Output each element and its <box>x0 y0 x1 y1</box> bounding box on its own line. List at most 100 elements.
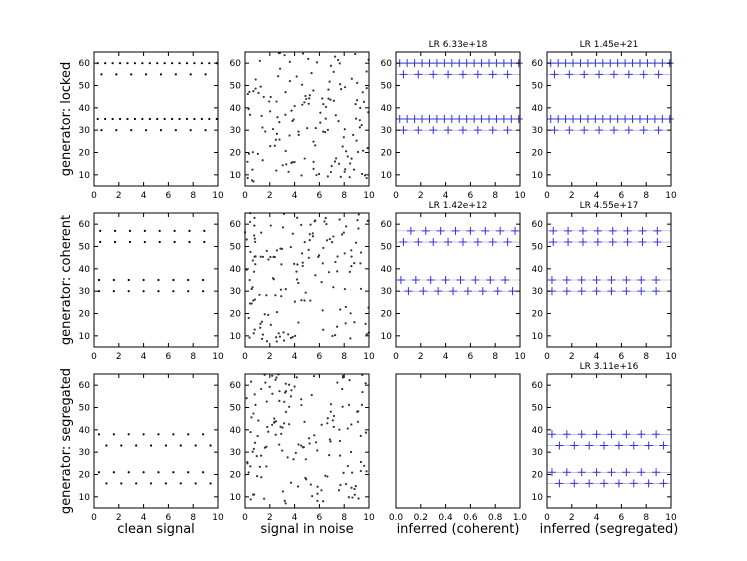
noise-point <box>258 293 261 296</box>
y-tick-label: 40 <box>230 265 242 275</box>
noise-point <box>292 458 295 461</box>
noise-point <box>297 443 300 446</box>
noise-point <box>261 333 265 336</box>
noise-point <box>339 308 342 311</box>
data-point <box>158 240 161 244</box>
noise-point <box>359 460 363 464</box>
y-tick-label: 20 <box>532 149 544 159</box>
inferred-point <box>591 59 600 68</box>
inferred-point <box>485 115 493 123</box>
y-tick-label: 20 <box>381 310 393 320</box>
noise-point <box>250 380 253 383</box>
noise-point <box>342 136 345 139</box>
noise-point <box>268 100 271 103</box>
panel-frame <box>93 373 219 509</box>
inferred-point <box>470 115 479 123</box>
y-tick-label: 50 <box>532 404 544 414</box>
data-point <box>203 240 206 244</box>
x-tick-label: 4 <box>594 352 600 362</box>
x-tick-label: 10 <box>665 191 677 201</box>
noise-point <box>344 322 347 325</box>
noise-point <box>264 130 267 133</box>
noise-point <box>273 420 276 423</box>
noise-point <box>314 219 317 222</box>
noise-point <box>305 478 308 481</box>
noise-point <box>260 337 264 340</box>
data-point <box>133 62 137 65</box>
noise-point <box>284 410 288 414</box>
data-point <box>111 117 114 121</box>
y-tick-label: 40 <box>230 426 242 436</box>
x-tick-label: 10 <box>363 513 375 523</box>
x-tick-label: 0.2 <box>414 513 428 523</box>
y-tick-label: 40 <box>532 104 544 114</box>
inferred-point <box>562 276 571 284</box>
y-tick-label: 60 <box>532 220 544 230</box>
noise-point <box>247 107 250 111</box>
x-tick-label: 4 <box>292 513 298 523</box>
noise-point <box>312 160 315 163</box>
inferred-point <box>418 59 427 68</box>
y-tick-label: 30 <box>230 287 242 297</box>
data-point <box>193 117 196 121</box>
inferred-point <box>477 59 486 68</box>
noise-point <box>265 249 268 252</box>
inferred-point <box>462 115 471 123</box>
noise-point <box>267 313 270 316</box>
data-point <box>96 117 99 121</box>
y-tick-label: 40 <box>532 426 544 436</box>
inferred-point <box>473 126 482 135</box>
inferred-point <box>547 430 556 439</box>
inferred-point <box>592 468 601 477</box>
noise-point <box>336 325 339 328</box>
data-point <box>112 278 115 282</box>
noise-point <box>326 422 329 425</box>
noise-point <box>288 79 292 83</box>
noise-point <box>252 90 255 93</box>
y-tick-label: 30 <box>381 287 393 297</box>
data-point <box>100 129 103 132</box>
inferred-point <box>451 226 460 235</box>
inferred-point <box>549 226 558 235</box>
noise-point <box>278 335 282 338</box>
noise-point <box>353 262 356 265</box>
noise-point <box>320 281 323 284</box>
noise-point <box>252 270 256 273</box>
inferred-point <box>639 70 648 79</box>
noise-point <box>321 309 324 312</box>
noise-point <box>246 160 249 163</box>
inferred-point <box>659 479 668 488</box>
noise-point <box>269 95 272 99</box>
y-tick-label: 50 <box>79 82 91 92</box>
data-point <box>204 73 207 76</box>
inferred-point <box>477 115 486 123</box>
inferred-point <box>444 238 453 247</box>
data-point <box>97 278 101 282</box>
inferred-point <box>444 70 453 79</box>
noise-point <box>331 419 334 422</box>
noise-point <box>311 495 314 498</box>
noise-point <box>245 397 248 400</box>
noise-point <box>335 157 338 160</box>
data-point <box>157 278 160 282</box>
data-point <box>208 62 211 65</box>
noise-point <box>361 91 364 94</box>
inferred-point <box>555 441 564 450</box>
noise-point <box>305 97 308 101</box>
noise-point <box>361 390 364 394</box>
noise-point <box>260 454 263 457</box>
noise-point <box>364 431 368 434</box>
noise-point <box>361 172 364 176</box>
y-tick-label: 60 <box>79 59 91 69</box>
noise-point <box>253 441 257 444</box>
noise-point <box>261 255 265 258</box>
data-point <box>149 482 153 485</box>
noise-point <box>271 127 275 131</box>
noise-point <box>355 139 358 142</box>
data-point <box>178 117 181 121</box>
noise-point <box>327 271 331 274</box>
inferred-point <box>607 430 616 439</box>
data-point <box>185 117 189 121</box>
likelihood-ratio-label: LR 3.11e+16 <box>580 362 639 372</box>
noise-point <box>260 387 263 391</box>
